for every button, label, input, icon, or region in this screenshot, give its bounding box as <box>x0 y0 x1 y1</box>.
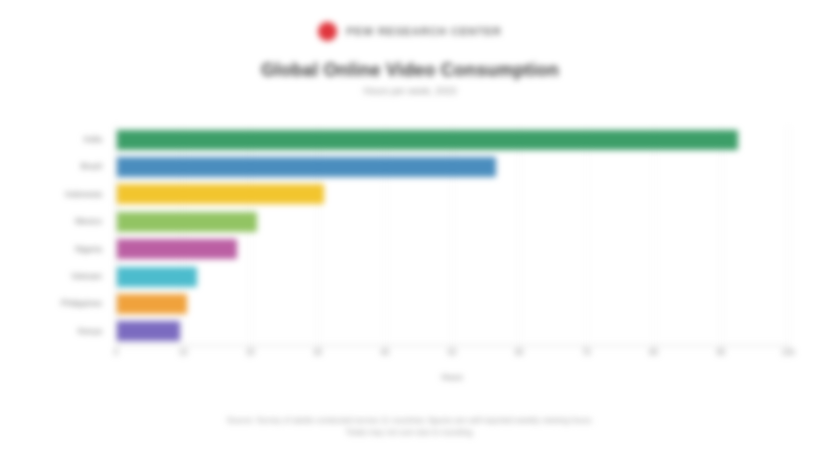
bar[interactable] <box>116 157 496 178</box>
x-tick-mark <box>183 345 185 349</box>
bar-row[interactable] <box>116 236 237 263</box>
x-tick-label: 10 <box>178 348 188 357</box>
y-axis-label: Indonesia <box>65 188 102 199</box>
gridline <box>653 126 655 345</box>
y-axis-label: Kenya <box>77 325 102 336</box>
x-tick-mark <box>384 345 386 349</box>
brand-name-label: PEW RESEARCH CENTER <box>346 25 502 38</box>
y-axis-label: Mexico <box>75 216 102 227</box>
x-tick-label: 90 <box>716 348 726 357</box>
bar[interactable] <box>116 239 237 260</box>
x-tick-label: 20 <box>245 348 255 357</box>
bar[interactable] <box>116 321 180 342</box>
x-tick-label: 80 <box>649 348 659 357</box>
bar-row[interactable] <box>116 318 180 345</box>
bar[interactable] <box>116 266 197 287</box>
x-tick-mark <box>250 345 252 349</box>
bar[interactable] <box>116 293 187 314</box>
y-axis-label: Vietnam <box>70 270 102 281</box>
x-tick-label: 100 <box>781 348 795 357</box>
x-tick-mark <box>720 345 722 349</box>
footnote-line-2: Totals may not sum due to rounding. <box>345 428 475 437</box>
gridline <box>586 126 588 345</box>
y-axis-labels: India Brazil Indonesia Mexico Nigeria Vietnam… <box>0 126 110 345</box>
x-tick-mark <box>788 345 789 349</box>
bar[interactable] <box>116 211 258 232</box>
gridline <box>384 126 386 345</box>
gridline <box>183 126 185 345</box>
bar-row[interactable] <box>116 263 197 290</box>
y-axis-label: Nigeria <box>75 243 102 254</box>
x-tick-label: 40 <box>380 348 390 357</box>
gridline <box>720 126 722 345</box>
x-tick-label: 60 <box>514 348 524 357</box>
y-axis-line <box>116 126 117 345</box>
bar-row[interactable] <box>116 208 258 235</box>
gridline <box>250 126 252 345</box>
bar-row[interactable] <box>116 153 496 180</box>
footnote-line-1: Source: Survey of adults conducted acros… <box>226 416 594 425</box>
plot-area <box>116 126 789 345</box>
gridline <box>452 126 453 345</box>
x-tick-mark <box>519 345 521 349</box>
chart-title: Global Online Video Consumption <box>261 60 559 80</box>
bar[interactable] <box>116 184 325 205</box>
footnote: Source: Survey of adults conducted acros… <box>0 415 820 439</box>
y-axis-label: Brazil <box>80 161 102 172</box>
x-tick-label: 30 <box>313 348 323 357</box>
x-tick-mark <box>452 345 453 349</box>
x-axis-title: Hours <box>441 373 463 382</box>
x-tick-mark <box>116 345 117 349</box>
chart-subtitle: Hours per week, 2023 <box>363 86 457 97</box>
bar-row[interactable] <box>116 126 738 153</box>
gridline <box>519 126 521 345</box>
x-tick-mark <box>317 345 319 349</box>
bar[interactable] <box>116 129 738 150</box>
x-tick-label: 0 <box>113 348 119 357</box>
gridline <box>317 126 319 345</box>
x-tick-mark <box>653 345 655 349</box>
gridline <box>788 126 789 345</box>
bar-row[interactable] <box>116 290 187 317</box>
y-axis-label: India <box>83 134 102 144</box>
y-axis-label: Philippines <box>60 298 102 309</box>
x-tick-label: 70 <box>581 348 591 357</box>
x-tick-label: 50 <box>447 348 457 357</box>
x-tick-mark <box>586 345 588 349</box>
pew-circle-logo-icon <box>318 22 338 41</box>
bar-row[interactable] <box>116 181 325 208</box>
brand-header: PEW RESEARCH CENTER <box>0 22 820 41</box>
